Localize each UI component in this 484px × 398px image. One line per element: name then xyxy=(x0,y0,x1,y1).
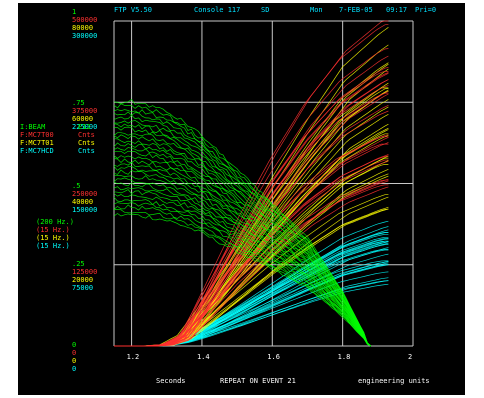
y-scales: 1 .75 .5 .25 0 500000 375000 250000 125000 0 80000… xyxy=(72,8,97,373)
y-scale-label: 0 xyxy=(72,341,76,349)
y-scale-label: 1 xyxy=(72,8,76,16)
y-scale-label: 150000 xyxy=(72,206,97,214)
y-scale-label: .25 xyxy=(72,260,85,268)
trace-ibeam xyxy=(113,114,372,347)
priority-label: Pri=0 xyxy=(415,6,436,14)
plot-traces xyxy=(113,20,389,347)
y-scale-label: 225000 xyxy=(72,123,97,131)
trace-ibeam xyxy=(113,189,371,347)
trace-ibeam xyxy=(113,158,372,347)
legend-device-units: Cnts xyxy=(78,131,95,139)
x-axis-unit: Seconds xyxy=(156,377,186,385)
fast-time-plot: FTP V5.50 Console 117 SD Mon 7-FEB-05 09… xyxy=(20,6,436,385)
y-scale-label: 375000 xyxy=(72,107,97,115)
y-scale-label: 250000 xyxy=(72,190,97,198)
trace-ibeam xyxy=(113,138,372,347)
x-tick-label: 2 xyxy=(408,353,412,361)
trace-ibeam xyxy=(113,123,372,347)
y-scale-label: 60000 xyxy=(72,115,93,123)
device-legend: I:BEAM E12 (200 Hz.) F:MC7T00 Cnts (15 Hz.) F:… xyxy=(20,123,95,250)
y-scale-label: 125000 xyxy=(72,268,97,276)
slot-id: SD xyxy=(261,6,269,14)
y-scale-label: .75 xyxy=(72,99,85,107)
trace-ibeam xyxy=(113,134,372,347)
legend-device-name: F:MC7T00 xyxy=(20,131,54,139)
legend-device-name: I:BEAM xyxy=(20,123,45,131)
trace-ibeam xyxy=(113,193,371,347)
trace-ibeam xyxy=(113,197,371,347)
legend-device-units: Cnts xyxy=(78,139,95,147)
legend-sample-rate: (15 Hz.) xyxy=(36,234,70,242)
x-axis-ticks: 1.2 1.4 1.6 1.8 2 xyxy=(127,353,413,361)
trace-ibeam xyxy=(113,181,371,347)
footer-bar: Seconds REPEAT ON EVENT 21 engineering u… xyxy=(156,377,430,385)
trace-ibeam xyxy=(113,204,371,347)
trace-ibeam xyxy=(113,155,372,347)
time-label: 09:17 xyxy=(386,6,407,14)
y-scale-label: 0 xyxy=(72,365,76,373)
trace-ibeam xyxy=(113,120,372,347)
console-id: Console 117 xyxy=(194,6,240,14)
trace-ibeam xyxy=(113,161,372,347)
trace-ibeam xyxy=(113,213,371,347)
trace-fmc7t00 xyxy=(114,93,389,347)
y-scale-label: .5 xyxy=(72,182,80,190)
x-tick-label: 1.8 xyxy=(338,353,351,361)
legend-device-units: E12 xyxy=(78,123,91,131)
trace-ibeam xyxy=(113,169,371,347)
y-scale-label: 0 xyxy=(72,349,76,357)
trace-ibeam xyxy=(113,166,372,347)
trace-ibeam xyxy=(113,202,371,347)
legend-sample-rate: (15 Hz.) xyxy=(36,226,70,234)
trace-ibeam xyxy=(113,109,372,347)
legend-device-name: F:MC7T01 xyxy=(20,139,54,147)
trace-ibeam xyxy=(113,177,371,347)
y-scale-label: 75000 xyxy=(72,284,93,292)
trace-ibeam xyxy=(113,132,372,347)
trigger-event: REPEAT ON EVENT 21 xyxy=(220,377,296,385)
legend-device-units: Cnts xyxy=(78,147,95,155)
trace-ibeam xyxy=(113,111,372,347)
y-scale-label: 20000 xyxy=(72,276,93,284)
units-mode: engineering units xyxy=(358,377,430,385)
ftp-plot-screen: FTP V5.50 Console 117 SD Mon 7-FEB-05 09… xyxy=(18,3,465,395)
header-bar: FTP V5.50 Console 117 SD Mon 7-FEB-05 09… xyxy=(114,6,436,14)
x-tick-label: 1.6 xyxy=(267,353,280,361)
x-tick-label: 1.2 xyxy=(127,353,140,361)
y-scale-label: 80000 xyxy=(72,24,93,32)
day-label: Mon xyxy=(310,6,323,14)
y-scale-label: 0 xyxy=(72,357,76,365)
app-version: FTP V5.50 xyxy=(114,6,152,14)
x-tick-label: 1.4 xyxy=(197,353,210,361)
legend-sample-rate: (15 Hz.) xyxy=(36,242,70,250)
trace-ibeam xyxy=(113,126,372,347)
y-scale-label: 40000 xyxy=(72,198,93,206)
trace-ibeam xyxy=(113,186,371,347)
date-label: 7-FEB-05 xyxy=(339,6,373,14)
trace-ibeam xyxy=(113,99,372,347)
trace-ibeam xyxy=(114,150,372,347)
trace-fmc7hcd xyxy=(114,244,389,347)
legend-device-name: F:MC7HCD xyxy=(20,147,54,155)
trace-ibeam xyxy=(113,103,372,347)
legend-sample-rate: (200 Hz.) xyxy=(36,218,74,226)
y-scale-label: 500000 xyxy=(72,16,97,24)
trace-fmc7t00 xyxy=(114,23,389,347)
y-scale-label: 300000 xyxy=(72,32,97,40)
